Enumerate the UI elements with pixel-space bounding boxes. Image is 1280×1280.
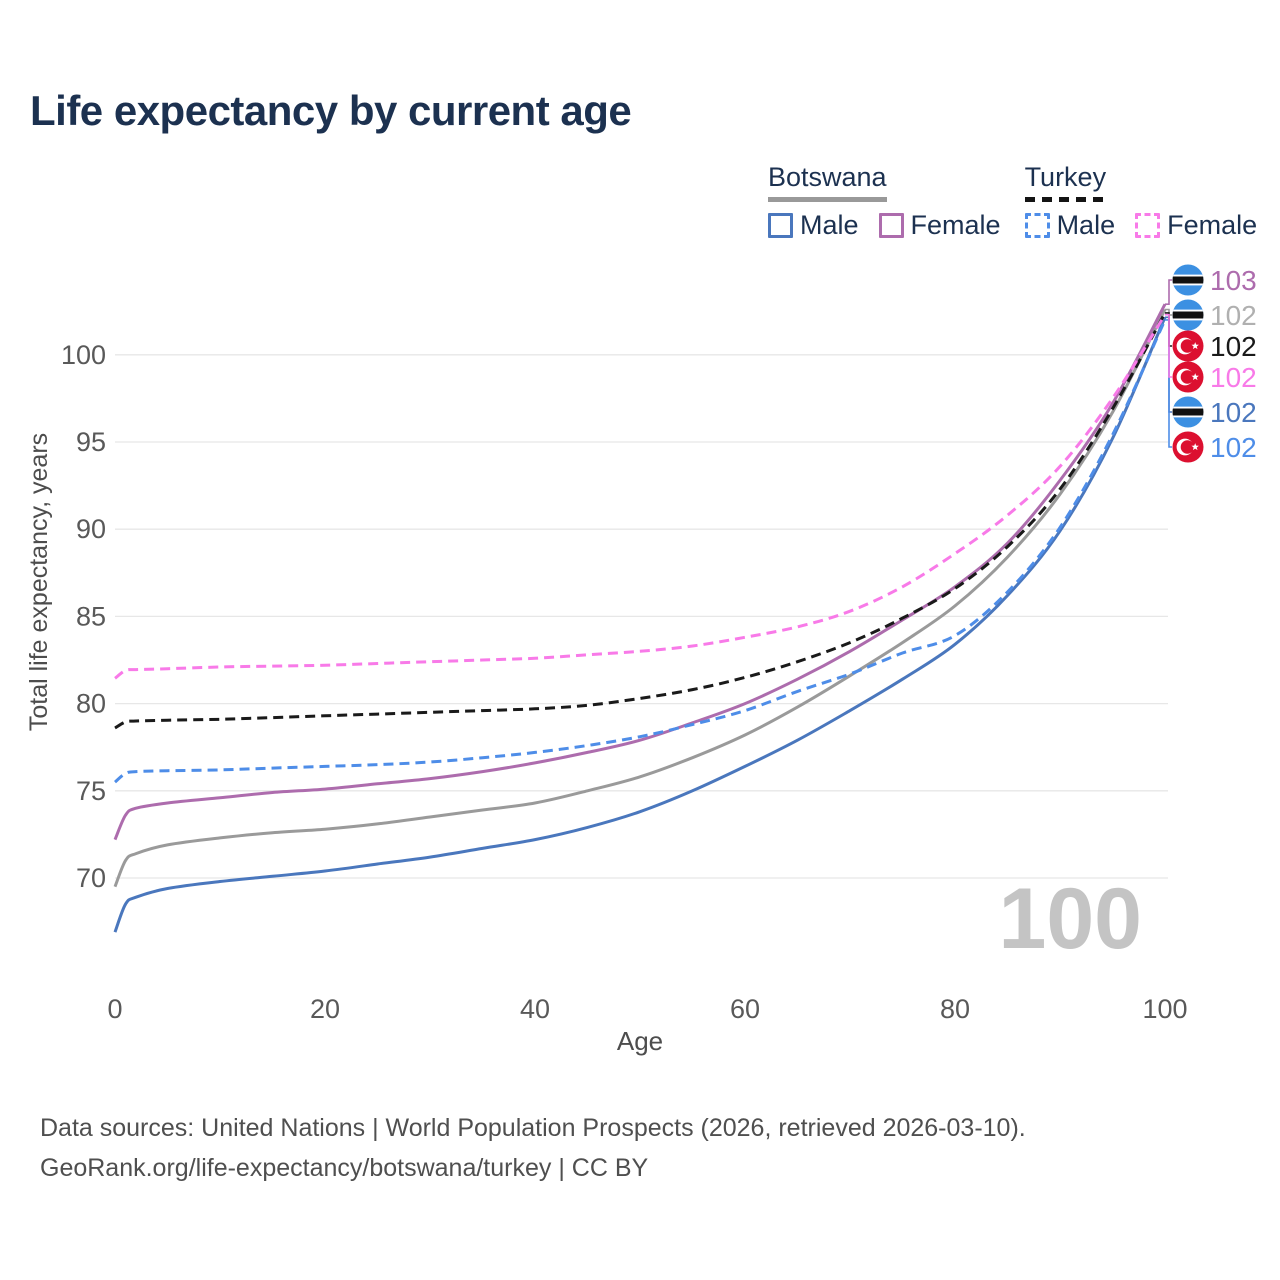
attribution-text: GeoRank.org/life-expectancy/botswana/tur… <box>40 1154 649 1182</box>
series-line-botswana-male[interactable] <box>113 316 1167 933</box>
legend-item-turkey-female[interactable]: Female <box>1135 210 1257 241</box>
x-tick-label: 100 <box>1142 994 1187 1024</box>
legend: Botswana Male Female Turkey Male <box>768 162 1257 241</box>
end-value-label: 103 <box>1210 265 1257 296</box>
botswana-solid-line-sample <box>768 196 887 202</box>
end-label-connector <box>1165 279 1172 305</box>
legend-swatch-turkey-male <box>1024 212 1050 238</box>
end-label-connector <box>1165 313 1172 378</box>
y-tick-label: 85 <box>76 601 106 631</box>
flag-icon-turkey <box>1172 431 1204 463</box>
legend-header-turkey[interactable]: Turkey <box>1024 162 1107 202</box>
end-value-label: 102 <box>1210 300 1257 331</box>
gridlines <box>115 354 1168 879</box>
legend-label-botswana-female: Female <box>910 209 1001 240</box>
series-line-turkey-male[interactable] <box>114 319 1167 784</box>
y-tick-label: 95 <box>76 427 106 457</box>
y-axis-ticks: 70 75 80 85 90 95 100 <box>61 340 106 893</box>
end-value-label: 102 <box>1210 362 1257 393</box>
legend-swatch-botswana-male <box>768 212 793 238</box>
series-line-botswana-both[interactable] <box>113 308 1167 888</box>
y-tick-label: 70 <box>76 863 106 893</box>
flag-icon-botswana <box>1172 299 1204 331</box>
end-value-label: 102 <box>1210 432 1257 463</box>
legend-label-botswana-male: Male <box>800 209 859 240</box>
x-tick-label: 20 <box>310 994 340 1024</box>
flag-icon-botswana <box>1172 264 1204 296</box>
y-tick-label: 75 <box>76 776 106 806</box>
y-axis-title: Total life expectancy, years <box>25 433 53 731</box>
legend-item-turkey-male[interactable]: Male <box>1024 209 1116 241</box>
legend-label-turkey-female: Female <box>1167 209 1258 240</box>
turkey-dashed-line-sample <box>1024 196 1107 202</box>
legend-item-botswana-male[interactable]: Male <box>768 210 859 241</box>
x-axis-ticks: 0 20 40 60 80 100 <box>107 994 1187 1024</box>
y-tick-label: 90 <box>76 514 106 544</box>
series-line-turkey-both[interactable] <box>114 312 1167 730</box>
legend-swatch-botswana-female <box>878 212 904 238</box>
legend-header-turkey-label: Turkey <box>1024 162 1107 192</box>
end-value-label: 102 <box>1210 331 1257 362</box>
legend-label-turkey-male: Male <box>1056 209 1116 240</box>
x-tick-label: 80 <box>940 994 970 1024</box>
legend-header-botswana[interactable]: Botswana <box>768 162 887 202</box>
flag-icon-botswana <box>1172 396 1204 428</box>
x-tick-label: 0 <box>107 994 122 1024</box>
legend-header-botswana-label: Botswana <box>768 162 887 192</box>
flag-icon-turkey <box>1172 330 1204 362</box>
x-tick-label: 40 <box>520 994 550 1024</box>
legend-item-botswana-female[interactable]: Female <box>878 209 1001 241</box>
series-line-turkey-female[interactable] <box>114 313 1167 680</box>
legend-swatch-turkey-female <box>1135 212 1161 238</box>
data-sources-text: Data sources: United Nations | World Pop… <box>40 1114 1026 1142</box>
y-tick-label: 100 <box>61 340 106 370</box>
end-value-label: 102 <box>1210 397 1257 428</box>
legend-group-botswana: Botswana Male Female <box>768 162 1001 241</box>
end-label-connector <box>1165 319 1172 448</box>
series-line-botswana-female[interactable] <box>113 303 1167 841</box>
footer: Data sources: United Nations | World Pop… <box>40 1108 1026 1188</box>
chart-title: Life expectancy by current age <box>30 87 632 134</box>
legend-group-turkey: Turkey Male Female <box>1024 162 1257 241</box>
y-tick-label: 80 <box>76 689 106 719</box>
x-axis-title: Age <box>617 1026 663 1056</box>
flag-icon-turkey <box>1172 361 1204 393</box>
age-watermark: 100 <box>999 871 1143 967</box>
x-tick-label: 60 <box>730 994 760 1024</box>
